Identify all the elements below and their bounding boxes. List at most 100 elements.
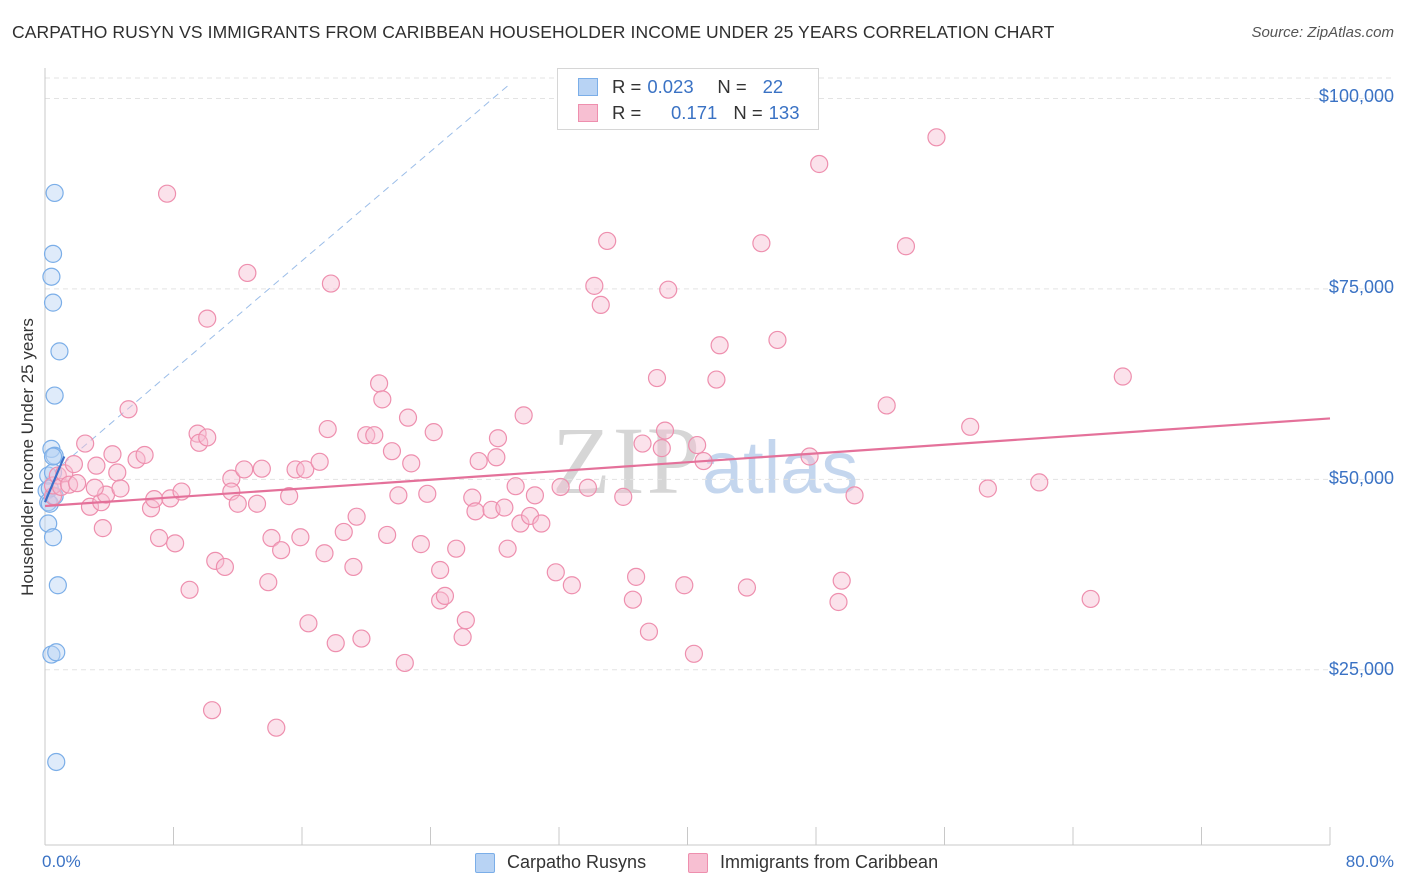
caribbean-point-43 [262,528,281,548]
carpatho-point-10 [43,293,63,312]
legend-n-label: N = [733,102,763,123]
caribbean-point-76 [447,539,466,558]
caribbean-point-15 [108,463,127,482]
y-tick-label-50000: $50,000 [1328,468,1394,488]
caribbean-point-120 [829,592,848,612]
source-label: Source: ZipAtlas.com [1251,24,1394,41]
legend-swatch-blue [578,78,598,96]
carpatho-point-18 [47,643,66,662]
caribbean-point-59 [352,629,371,648]
carpatho-point-16 [48,576,67,595]
caribbean-point-6 [64,455,84,474]
caribbean-point-105 [647,368,667,388]
caribbean-point-22 [149,528,169,548]
legend-r-label: R = [612,102,642,123]
caribbean-point-16 [111,479,130,498]
legend-n-label: N = [717,76,747,97]
watermark-atlas: atlas [702,426,859,509]
caribbean-point-92 [532,514,551,533]
legend-r-value: 0.023 [647,76,694,97]
caribbean-point-71 [418,484,437,503]
carpatho-trend-line [43,456,66,503]
caribbean-point-61 [365,426,384,445]
legend-r-value: 0.171 [671,102,718,123]
chart-title: CARPATHO RUSYN VS IMMIGRANTS FROM CARIBB… [12,22,1055,42]
x-tick-label-min: 0.0% [42,852,81,871]
caribbean-point-19 [135,445,154,465]
caribbean-point-12 [93,519,112,538]
caribbean-point-54 [321,274,341,293]
carpatho-point-6 [39,514,58,533]
caribbean-point-77 [453,627,472,647]
caribbean-point-86 [498,539,517,558]
caribbean-point-27 [180,580,199,599]
caribbean-point-96 [578,478,598,497]
carpatho-point-11 [50,342,69,361]
caribbean-point-56 [334,522,353,542]
caribbean-point-95 [562,576,581,595]
caribbean-point-37 [228,494,247,513]
caribbean-point-66 [389,486,408,505]
caribbean-point-108 [659,280,678,299]
caribbean-point-111 [688,435,707,455]
carpatho-point-19 [47,752,66,772]
caribbean-point-40 [247,494,267,513]
caribbean-point-117 [768,330,787,350]
caribbean-point-14 [103,445,122,464]
caribbean-point-44 [267,718,286,737]
caribbean-point-34 [215,557,234,577]
caribbean-point-33 [206,551,225,570]
caribbean-point-38 [235,460,254,479]
caribbean-point-68 [398,408,418,427]
y-tick-label-100000: $100,000 [1318,86,1394,106]
caribbean-point-17 [119,400,138,419]
caribbean-point-64 [378,525,397,545]
caribbean-point-79 [463,488,482,507]
legend-row-carpatho: R = 0.023 N = 22 [578,76,783,98]
caribbean-point-114 [710,336,729,355]
caribbean-point-101 [623,590,642,609]
caribbean-point-50 [299,614,318,633]
caribbean-point-8 [76,434,95,453]
caribbean-point-63 [373,390,392,409]
caribbean-point-58 [347,507,366,526]
caribbean-point-65 [382,442,402,461]
caribbean-point-93 [546,563,565,582]
caribbean-point-53 [318,419,337,439]
caribbean-point-78 [456,611,475,630]
caribbean-point-48 [291,528,310,547]
caribbean-point-128 [1030,473,1049,492]
caribbean-point-106 [652,439,671,458]
caribbean-point-118 [800,447,819,466]
legend-swatch-pink [578,104,598,122]
caribbean-point-110 [684,644,704,663]
caribbean-point-131 [85,478,104,497]
caribbean-point-62 [370,374,389,393]
caribbean-point-35 [222,469,241,488]
caribbean-point-7 [68,474,87,493]
caribbean-point-49 [296,460,315,479]
caribbean-point-28 [188,424,207,443]
x-tick-label-max: 80.0% [1345,852,1394,871]
watermark: ZIPatlas [552,405,858,516]
caribbean-point-85 [495,498,514,517]
caribbean-point-39 [238,263,257,283]
caribbean-point-25 [166,534,185,553]
caribbean-point-69 [402,454,421,473]
caribbean-point-87 [506,477,525,496]
carpatho-point-15 [43,528,63,547]
caribbean-point-75 [435,586,455,606]
caribbean-point-119 [810,154,829,174]
bottom-swatch-pink [688,852,708,873]
caribbean-point-70 [411,535,430,554]
carpatho-point-9 [45,183,64,203]
caribbean-point-73 [431,560,450,580]
caribbean-point-88 [511,514,530,533]
caribbean-point-127 [978,479,997,498]
caribbean-point-129 [1081,589,1100,609]
caribbean-point-89 [514,406,533,425]
caribbean-point-45 [272,541,291,560]
caribbean-point-67 [395,653,414,673]
legend-row-caribbean: R = 0.171 N = 133 [578,102,800,124]
